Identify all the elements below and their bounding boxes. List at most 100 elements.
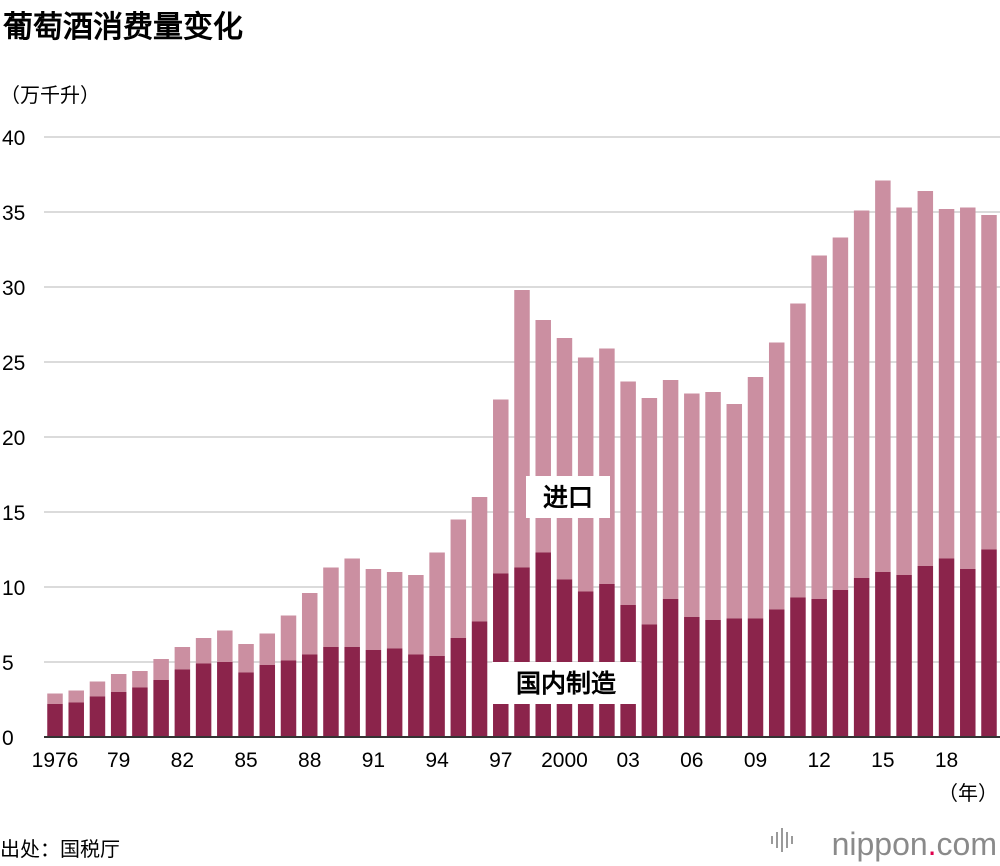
x-tick-label: 09 (744, 749, 767, 772)
bar-imported-2020 (981, 215, 997, 550)
bar-imported-1991 (365, 569, 382, 650)
bar-domestic-1988 (301, 654, 318, 737)
bar-domestic-1999 (535, 552, 551, 737)
bar-imported-2018 (938, 209, 955, 559)
bar-imported-2009 (747, 377, 764, 619)
bars-layer (47, 180, 997, 737)
bar-imported-1997 (493, 399, 509, 574)
bar-domestic-1978 (89, 696, 106, 737)
y-axis-ticks: 0 5 10 15 20 25 30 35 40 (2, 127, 25, 750)
y-tick-label: 5 (2, 652, 14, 675)
bar-domestic-2009 (747, 618, 764, 737)
bar-domestic-1977 (68, 702, 84, 737)
bar-imported-2014 (853, 210, 870, 578)
label-imported: 进口 (526, 476, 610, 518)
bar-imported-1979 (110, 674, 127, 692)
bar-domestic-2014 (853, 578, 870, 737)
label-domestic-box (492, 662, 640, 704)
bar-domestic-2002 (599, 584, 615, 737)
bar-imported-2012 (811, 255, 827, 599)
y-tick-label: 10 (2, 577, 25, 600)
bar-imported-2005 (662, 380, 679, 599)
bar-imported-1990 (344, 558, 360, 647)
bar-imported-1994 (429, 552, 445, 656)
x-tick-label: 06 (680, 749, 703, 772)
bar-imported-1987 (280, 615, 297, 661)
bar-domestic-2015 (875, 572, 891, 737)
x-tick-label: 82 (171, 749, 194, 772)
bar-domestic-2004 (641, 624, 658, 737)
bar-imported-2000 (556, 338, 573, 580)
bar-domestic-1976 (47, 704, 63, 737)
bar-imported-2010 (768, 342, 785, 610)
bar-domestic-1989 (323, 647, 339, 737)
x-tick-label: 18 (935, 749, 958, 772)
bar-domestic-2008 (726, 618, 743, 737)
bar-domestic-1990 (344, 647, 360, 737)
bar-domestic-1980 (132, 687, 148, 737)
bar-imported-2001 (577, 357, 594, 592)
bar-domestic-2016 (896, 575, 912, 737)
bar-imported-2019 (960, 207, 976, 569)
x-tick-label: 91 (362, 749, 385, 772)
y-tick-label: 40 (2, 127, 25, 150)
bar-domestic-1986 (259, 665, 276, 737)
x-tick-label: 79 (107, 749, 130, 772)
bar-imported-1998 (514, 290, 530, 568)
label-domestic-text: 国内制造 (516, 669, 616, 698)
bar-domestic-1983 (195, 663, 212, 737)
bar-imported-2013 (832, 237, 849, 590)
y-tick-label: 35 (2, 202, 25, 225)
bar-imported-2011 (790, 303, 806, 598)
bar-domestic-2007 (705, 620, 721, 737)
bar-imported-1976 (47, 693, 63, 704)
x-axis-unit-label: （年） (938, 781, 998, 805)
bar-imported-2015 (875, 180, 891, 572)
bar-imported-1995 (450, 519, 467, 638)
bar-domestic-2011 (790, 597, 806, 737)
bar-imported-2016 (896, 207, 912, 575)
bar-domestic-2006 (684, 617, 700, 737)
label-imported-text: 进口 (543, 483, 593, 512)
bar-imported-1978 (89, 681, 106, 697)
bar-imported-2002 (599, 348, 615, 584)
bar-imported-2004 (641, 398, 658, 625)
bar-domestic-2017 (917, 566, 934, 737)
bar-domestic-1982 (174, 669, 191, 737)
bar-imported-2017 (917, 191, 934, 566)
x-tick-label: 88 (298, 749, 321, 772)
x-tick-label: 97 (489, 749, 512, 772)
x-tick-label: 94 (425, 749, 449, 772)
y-tick-label: 0 (2, 727, 14, 750)
bar-domestic-2013 (832, 590, 849, 737)
bar-domestic-1996 (471, 621, 488, 737)
bar-domestic-2000 (556, 579, 573, 737)
bar-imported-1981 (153, 659, 169, 680)
bar-imported-1989 (323, 567, 339, 647)
bar-domestic-1981 (153, 680, 169, 737)
x-tick-label: 03 (616, 749, 639, 772)
bar-imported-1996 (471, 497, 488, 622)
bar-imported-1986 (259, 633, 276, 665)
bar-imported-2006 (684, 393, 700, 617)
bar-imported-1992 (386, 572, 403, 649)
bar-imported-2007 (705, 392, 721, 620)
bar-domestic-1987 (280, 660, 297, 737)
bar-domestic-1997 (493, 573, 509, 737)
source-note: 出处：国税厅 (0, 837, 120, 861)
bar-imported-1985 (238, 644, 254, 673)
bar-imported-1982 (174, 647, 191, 670)
bar-imported-2008 (726, 404, 743, 619)
bar-domestic-1985 (238, 672, 254, 737)
bar-domestic-1979 (110, 692, 127, 737)
bar-imported-1993 (408, 575, 424, 655)
bar-domestic-2020 (981, 549, 997, 737)
wave-bars-icon (771, 828, 793, 852)
bar-imported-1988 (301, 593, 318, 655)
bar-imported-1984 (217, 630, 233, 662)
y-tick-label: 25 (2, 352, 25, 375)
bar-domestic-1984 (217, 662, 233, 737)
y-tick-label: 15 (2, 502, 25, 525)
x-axis-ticks: 1976 79 82 85 88 91 94 97 2000 03 06 09 12 15 18 (32, 749, 959, 772)
